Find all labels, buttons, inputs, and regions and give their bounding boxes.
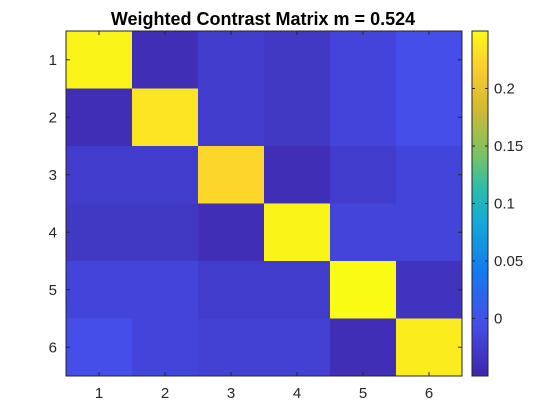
y-tick-label: 4	[49, 224, 57, 241]
heatmap-cell	[132, 318, 199, 377]
heatmap-cell	[132, 88, 199, 147]
heatmap-cell	[66, 203, 133, 262]
y-tick-label: 2	[49, 109, 57, 126]
y-tick-label: 5	[49, 282, 57, 299]
heatmap-cell	[330, 203, 397, 262]
x-tick-label: 4	[293, 385, 301, 402]
heatmap-cell	[198, 203, 265, 262]
heatmap-cell	[396, 146, 463, 204]
colorbar-gradient	[472, 31, 488, 376]
heatmap-cell	[330, 261, 397, 319]
y-tick-label: 1	[49, 52, 57, 69]
heatmap-cell	[396, 318, 463, 377]
heatmap-cell	[66, 146, 133, 204]
heatmap-cells	[66, 31, 463, 377]
heatmap-cell	[396, 31, 463, 89]
x-tick-label: 1	[95, 385, 103, 402]
plot-frame	[65, 30, 463, 377]
heatmap-cell	[132, 146, 199, 204]
y-tick-label: 6	[49, 339, 57, 356]
colorbar-tick-label: 0	[494, 311, 502, 328]
heatmap-cell	[330, 88, 397, 147]
heatmap-cell	[132, 203, 199, 262]
chart-title: Weighted Contrast Matrix m = 0.524	[111, 9, 415, 29]
heatmap-cell	[264, 318, 331, 377]
heatmap-cell	[198, 31, 265, 89]
heatmap-cell	[198, 146, 265, 204]
x-tick-label: 6	[425, 385, 433, 402]
heatmap-cell	[132, 31, 199, 89]
heatmap-cell	[396, 203, 463, 262]
heatmap-cell	[396, 88, 463, 147]
heatmap-cell	[66, 31, 133, 89]
x-tick-label: 5	[359, 385, 367, 402]
colorbar-tick-label: 0.15	[494, 138, 523, 155]
y-tick-label: 3	[49, 167, 57, 184]
heatmap-cell	[198, 261, 265, 319]
heatmap-cell	[198, 88, 265, 147]
heatmap-cell	[330, 31, 397, 89]
heatmap-cell	[132, 261, 199, 319]
colorbar-tick-label: 0.2	[494, 81, 515, 98]
heatmap-cell	[396, 261, 463, 319]
heatmap-cell	[66, 318, 133, 377]
heatmap-cell	[330, 318, 397, 377]
heatmap-cell	[264, 203, 331, 262]
y-axis: 1 2 3 4 5 6	[49, 52, 462, 356]
x-tick-label: 2	[161, 385, 169, 402]
heatmap-cell	[330, 146, 397, 204]
colorbar: 0 0.05 0.1 0.15 0.2	[471, 30, 523, 377]
heatmap-cell	[198, 318, 265, 377]
colorbar-tick-label: 0.05	[494, 253, 523, 270]
heatmap-cell	[264, 88, 331, 147]
colorbar-tick-label: 0.1	[494, 196, 515, 213]
x-axis: 1 2 3 4 5 6	[95, 31, 433, 402]
x-tick-label: 3	[227, 385, 235, 402]
heatmap-cell	[264, 146, 331, 204]
heatmap-cell	[264, 31, 331, 89]
heatmap-cell	[264, 261, 331, 319]
heatmap-cell	[66, 88, 133, 147]
heatmap-cell	[66, 261, 133, 319]
